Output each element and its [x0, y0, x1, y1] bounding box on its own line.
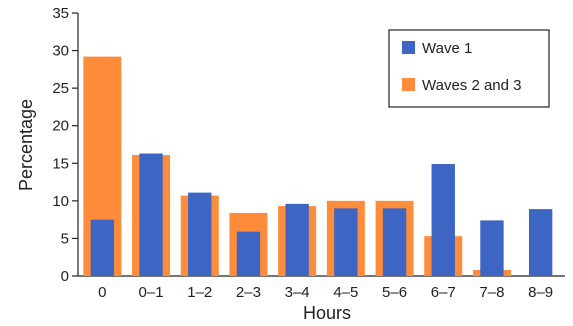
- x-tick-label: 0: [98, 284, 106, 301]
- bar-wave-1: [285, 203, 309, 276]
- y-axis: 0 5 10 15 20 25 30 35: [52, 5, 79, 285]
- x-tick-label: 8–9: [528, 284, 553, 301]
- x-tick-label: 2–3: [236, 284, 261, 301]
- y-tick-label: 35: [52, 5, 69, 22]
- y-axis-title: Percentage: [16, 99, 36, 191]
- bar-wave-1: [334, 208, 358, 276]
- x-tick-label: 3–4: [285, 284, 310, 301]
- y-tick-label: 10: [52, 193, 69, 210]
- bar-wave-1: [431, 164, 455, 276]
- bar-wave-1: [480, 220, 504, 276]
- bar-wave-1: [236, 231, 261, 276]
- x-axis-title: Hours: [303, 303, 351, 323]
- x-tick-label: 4–5: [333, 284, 358, 301]
- y-tick-label: 25: [52, 80, 69, 97]
- bars: [83, 56, 553, 276]
- legend-label-waves-2-and-3: Waves 2 and 3: [422, 77, 522, 94]
- legend-box: [388, 29, 550, 108]
- x-tick-label: 0–1: [139, 284, 164, 301]
- legend: Wave 1 Waves 2 and 3: [388, 29, 550, 108]
- y-tick-label: 15: [52, 155, 69, 172]
- bar-wave-1: [188, 192, 212, 276]
- y-tick-label: 5: [61, 230, 69, 247]
- bar-wave-1: [528, 209, 553, 276]
- x-tick-label: 1–2: [187, 284, 212, 301]
- x-tick-label: 6–7: [431, 284, 456, 301]
- legend-swatch-waves-2-and-3: [402, 78, 415, 91]
- legend-swatch-wave-1: [402, 41, 415, 54]
- x-axis: 0 0–1 1–2 2–3 3–4 4–5 5–6 6–7 7–8 8–9: [78, 275, 565, 301]
- y-tick-label: 20: [52, 118, 69, 135]
- legend-label-wave-1: Wave 1: [422, 40, 472, 57]
- y-tick-label: 0: [61, 268, 69, 285]
- x-tick-label: 7–8: [479, 284, 504, 301]
- y-tick-label: 30: [52, 43, 69, 60]
- bar-wave-1: [139, 153, 163, 276]
- x-tick-label: 5–6: [382, 284, 407, 301]
- bar-wave-1: [382, 208, 407, 276]
- bar-wave-1: [90, 219, 115, 276]
